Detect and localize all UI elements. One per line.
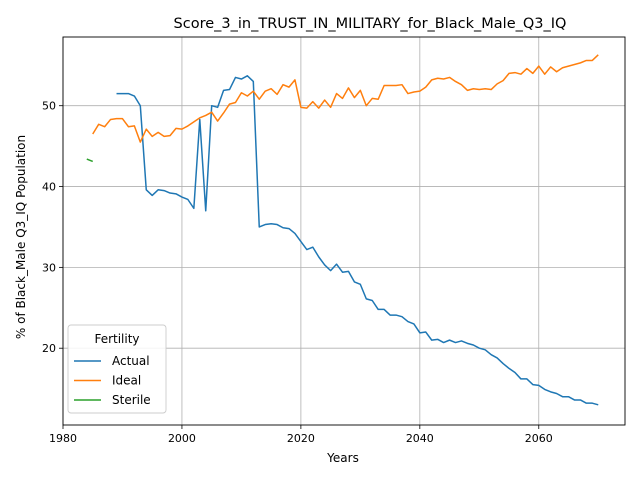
legend-label-actual: Actual — [112, 354, 150, 368]
legend-label-ideal: Ideal — [112, 374, 141, 388]
x-axis-label: Years — [326, 451, 359, 465]
legend-box — [67, 324, 167, 414]
series-lines — [86, 54, 599, 406]
series-line-sterile — [86, 158, 94, 163]
grid — [62, 37, 625, 425]
x-axis-ticks: 1980 2000 2020 2040 2060 — [49, 425, 553, 445]
y-axis-label: % of Black_Male Q3_IQ Population — [14, 135, 28, 339]
y-tick-label: 30 — [42, 261, 56, 274]
x-tick-label: 1980 — [49, 432, 77, 445]
series-line-actual — [116, 75, 599, 406]
x-tick-label: 2040 — [406, 432, 434, 445]
x-tick-label: 2020 — [287, 432, 315, 445]
y-axis-ticks: 20 30 40 50 — [42, 100, 63, 355]
legend-label-sterile: Sterile — [112, 393, 151, 407]
series-line-ideal — [92, 54, 599, 143]
x-tick-label: 2060 — [525, 432, 553, 445]
y-tick-label: 20 — [42, 342, 56, 355]
legend: Fertility Actual Ideal Sterile — [67, 324, 167, 414]
y-tick-label: 40 — [42, 181, 56, 194]
plot-frame — [62, 36, 626, 426]
legend-entries: Actual Ideal Sterile — [74, 354, 151, 407]
chart-title: Score_3_in_TRUST_IN_MILITARY_for_Black_M… — [174, 16, 567, 32]
legend-title: Fertility — [94, 332, 139, 346]
x-tick-label: 2000 — [168, 432, 196, 445]
y-tick-label: 50 — [42, 100, 56, 113]
